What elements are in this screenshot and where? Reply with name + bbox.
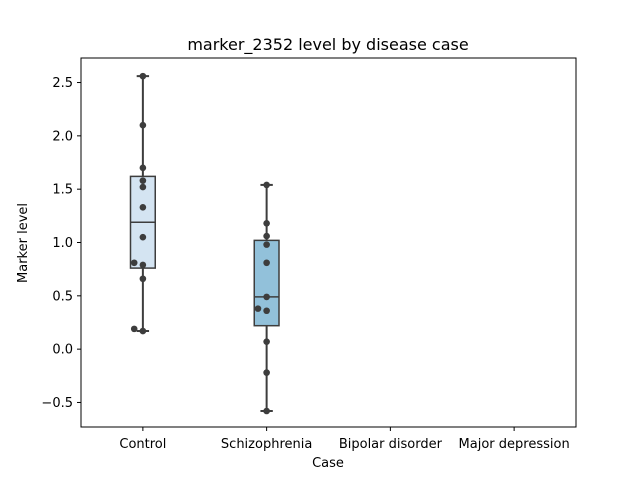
y-tick-label: 1.0 xyxy=(52,236,73,251)
data-point xyxy=(263,220,270,227)
x-tick-label: Control xyxy=(119,437,166,452)
data-point xyxy=(263,307,270,315)
data-point xyxy=(130,325,138,333)
data-point xyxy=(139,233,147,241)
data-point xyxy=(139,177,147,184)
plot-area xyxy=(77,72,515,431)
x-tick-label: Bipolar disorder xyxy=(339,437,443,452)
data-point xyxy=(263,181,270,189)
data-point xyxy=(263,232,270,240)
data-point xyxy=(139,72,147,80)
data-point xyxy=(263,241,270,248)
data-point xyxy=(263,293,270,301)
y-tick-label: 1.5 xyxy=(52,183,73,198)
data-point xyxy=(139,275,147,283)
data-point xyxy=(263,369,270,376)
data-point xyxy=(263,407,270,415)
data-point xyxy=(139,183,147,191)
data-point xyxy=(254,305,262,312)
data-point xyxy=(139,327,147,335)
x-tick-label: Major depression xyxy=(459,437,570,452)
data-point xyxy=(130,259,138,267)
x-tick-label: Schizophrenia xyxy=(221,437,312,452)
x-axis-label: Case xyxy=(312,456,344,471)
data-point xyxy=(263,338,270,345)
axes-frame xyxy=(80,57,577,428)
y-tick-label: 0.0 xyxy=(52,343,73,358)
y-tick-label: 2.0 xyxy=(52,129,73,144)
data-point xyxy=(139,164,147,172)
data-point xyxy=(263,259,270,267)
y-tick-label: 2.5 xyxy=(52,76,73,91)
chart-title: marker_2352 level by disease case xyxy=(187,35,468,55)
y-tick-label: 0.5 xyxy=(52,289,73,304)
data-point xyxy=(139,204,147,211)
y-axis-label: Marker level xyxy=(16,203,31,283)
data-point xyxy=(139,121,147,129)
data-point xyxy=(139,261,147,269)
y-tick-label: −0.5 xyxy=(41,396,73,411)
